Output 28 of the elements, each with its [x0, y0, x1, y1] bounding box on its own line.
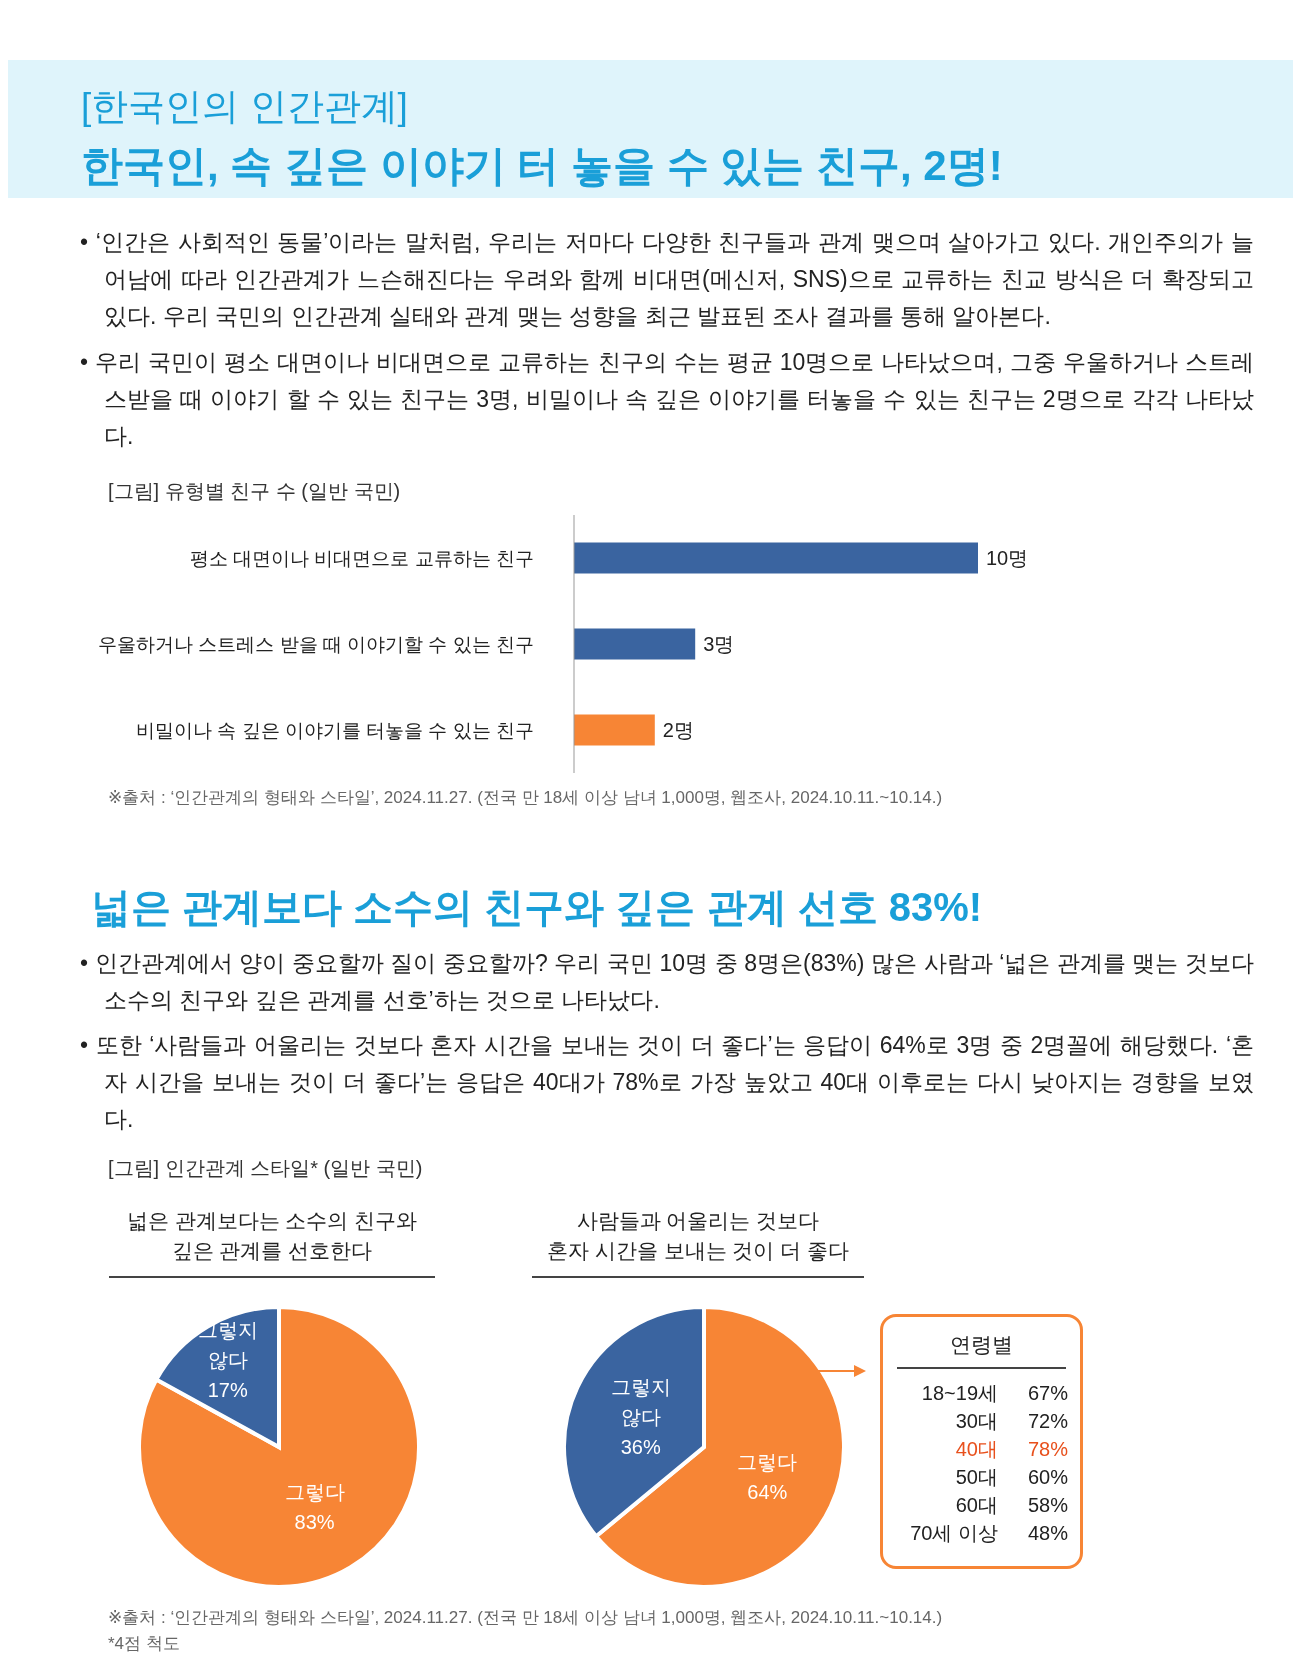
data-label: 10명: [986, 547, 1029, 570]
data-label: 64%: [747, 1480, 788, 1503]
text: *4점 척도: [108, 1633, 180, 1655]
slice-label: 그렇지 않다: [610, 1376, 671, 1429]
text: • 우리 국민이 평소 대면이나 비대면으로 교류하는 친구의 수는 평균 10명으로 나타났으며, 그중 우울하거나 스트레스받을 때 이야기 할 수 있는 친구는 3명, 비밀이나 속 깊은 이야기를 터놓을 수 있는 친구는 2명으로 각각 나타났다.: [80, 348, 1254, 451]
text: [그림] 인간관계 스타일* (일반 국민): [108, 1156, 423, 1181]
text: 한국인, 속 깊은 이야기 터 놓을 수 있는 친구, 2명!: [81, 141, 1003, 191]
text: [그림] 유형별 친구 수 (일반 국민): [108, 479, 401, 504]
y-tick-label: 비밀이나 속 깊은 이야기를 터놓을 수 있는 친구: [136, 719, 534, 741]
data-label: 2명: [662, 719, 694, 742]
text: • 인간관계에서 양이 중요할까 질이 중요할까? 우리 국민 10명 중 8명은(83%) 많은 사람과 ‘넓은 관계를 맺는 것보다 소수의 친구와 깊은 관계를 선호’하는 것으로 나타났다.: [80, 949, 1254, 1015]
data-label: 3명: [703, 633, 735, 656]
text: • ‘인간은 사회적인 동물’이라는 말처럼, 우리는 저마다 다양한 친구들과 관계 맺으며 살아가고 있다. 개인주의가 늘어남에 따라 인간관계가 느슨해진다는 우려와 함께 비대면(메신저, SNS)으로 교류하는 친교 방식은 더 확장되고 있다. 우리 국민의 인간관계 실태와 관계 맺는 성향을 최근 발표된 조사 결과를 통해 알아본다.: [80, 228, 1254, 331]
data-label: 17%: [207, 1379, 248, 1402]
slice-label: 그렇다: [284, 1481, 345, 1504]
text: • 또한 ‘사람들과 어울리는 것보다 혼자 시간을 보내는 것이 더 좋다’는 응답이 64%로 3명 중 2명꼴에 해당했다. ‘혼자 시간을 보내는 것이 더 좋다’는 응답은 40대가 78%로 가장 높았고 40대 이후로는 다시 낮아지는 경향을 보였다.: [80, 1031, 1254, 1134]
slice-label: 그렇다: [737, 1450, 798, 1473]
text: ※출처 : ‘인간관계의 형태와 스타일’, 2024.11.27. (전국 만 18세 이상 남녀 1,000명, 웹조사, 2024.10.11.~10.14.): [108, 787, 943, 809]
y-tick-label: 우울하거나 스트레스 받을 때 이야기할 수 있는 친구: [98, 633, 534, 655]
chart-title: 넓은 관계보다는 소수의 친구와 깊은 관계를 선호한다: [109, 1206, 435, 1278]
text: 넓은 관계보다 소수의 친구와 깊은 관계 선호 83%!: [91, 884, 983, 931]
text: [한국인의 인간관계]: [81, 85, 408, 129]
y-tick-label: 평소 대면이나 비대면으로 교류하는 친구: [189, 547, 534, 569]
data-label: 36%: [620, 1436, 661, 1459]
text: ※출처 : ‘인간관계의 형태와 스타일’, 2024.11.27. (전국 만 18세 이상 남녀 1,000명, 웹조사, 2024.10.11.~10.14.): [108, 1607, 943, 1629]
chart-title: 사람들과 어울리는 것보다 혼자 시간을 보내는 것이 더 좋다: [532, 1206, 864, 1278]
data-label: 83%: [294, 1511, 335, 1534]
age-table: 연령별 18~19세 67% 30대 72% 40대 78% 50대 60% 60대 58% 70세 이상 48%: [880, 1314, 1083, 1569]
